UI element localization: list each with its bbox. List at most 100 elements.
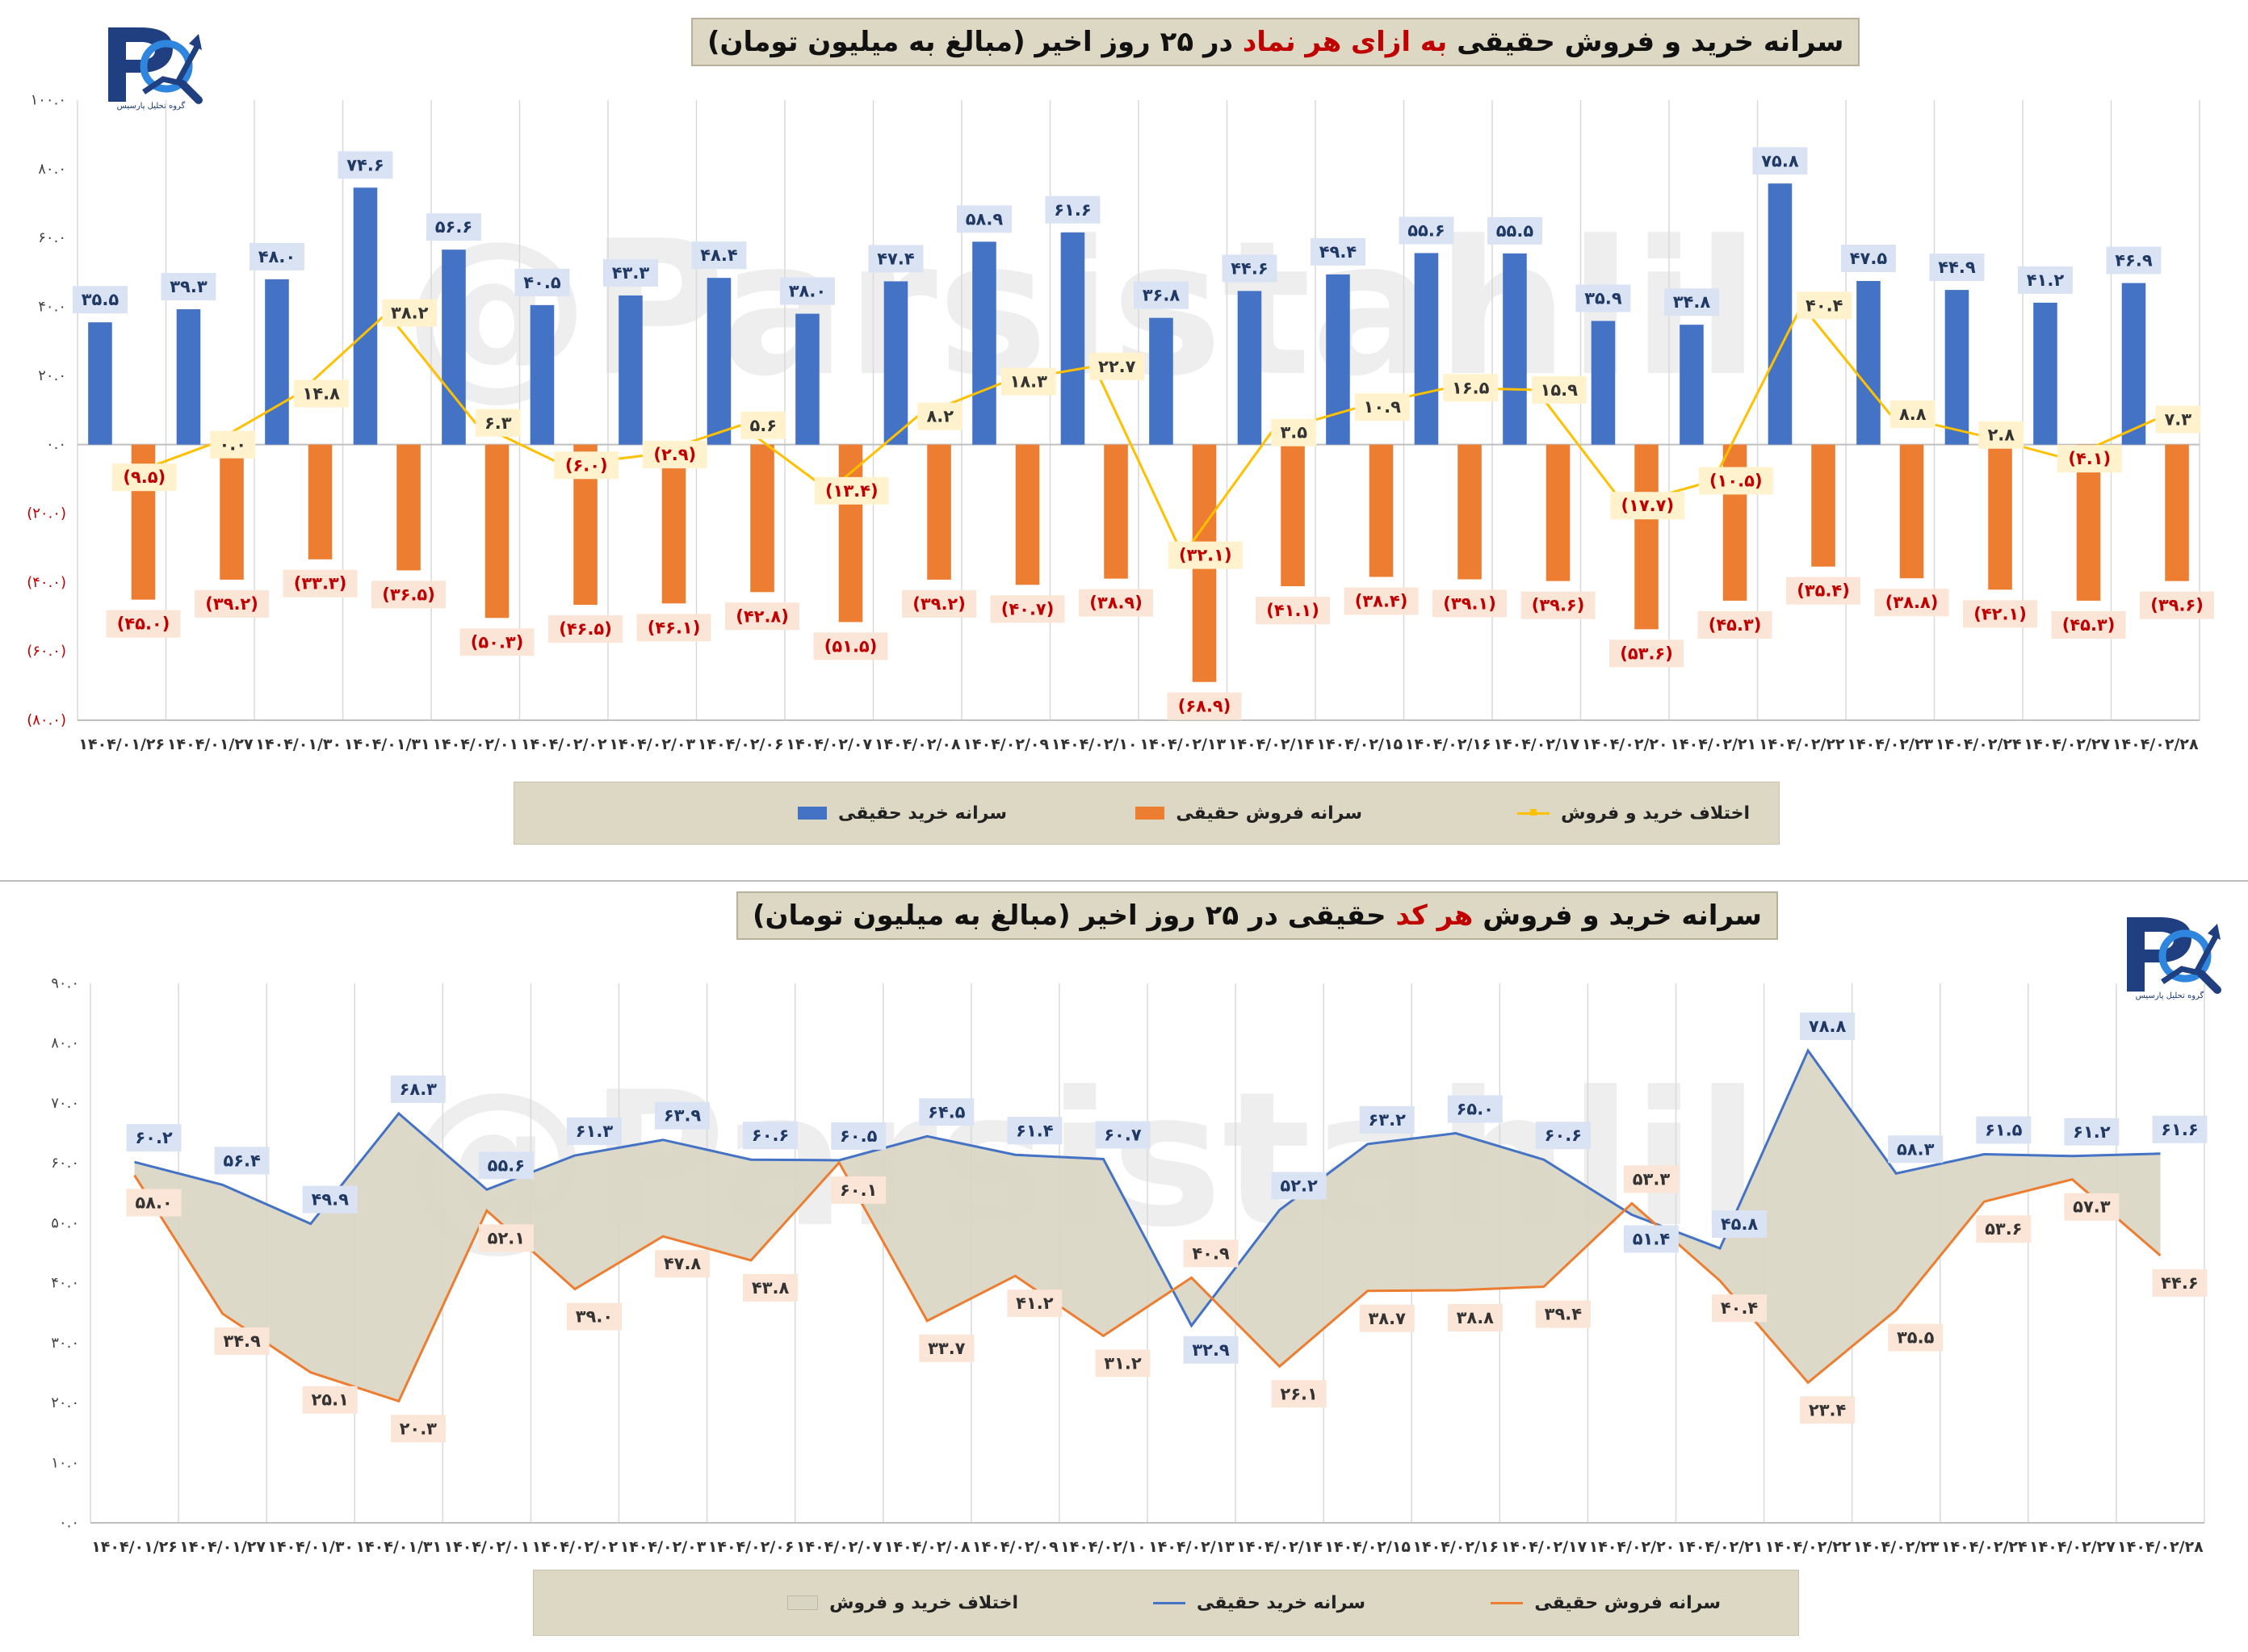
diff-data-label: ۳.۵ <box>1280 423 1307 442</box>
x-tick-label: ۱۴۰۴/۰۲/۰۸ <box>884 1538 971 1556</box>
x-tick-label: ۱۴۰۴/۰۲/۱۶ <box>1405 736 1491 753</box>
buy-data-label: ۴۸.۴ <box>700 245 738 265</box>
buy-bar <box>1944 290 1969 445</box>
buy-data-label: ۴۵.۸ <box>1721 1214 1759 1234</box>
diff-data-label: ۳۸.۲ <box>391 304 429 323</box>
sell-data-label-bg <box>195 589 270 618</box>
sell-data-label-bg <box>1183 1239 1239 1268</box>
sell-data-label-bg <box>655 1250 711 1278</box>
diff-data-label: (۱۳.۴) <box>825 481 879 501</box>
buy-bar <box>1237 291 1262 445</box>
legend-item-sell: سرانه فروش حقیقی <box>1055 782 1362 844</box>
sell-data-label: ۳۱.۲ <box>1104 1353 1142 1373</box>
top-chart-plot: ۱۰۰.۰ ۸۰.۰ ۶۰.۰ ۴۰.۰ ۲۰.۰ ۰.۰ (۲۰.۰) (۴۰.۰) (۶۰.… <box>27 92 2215 753</box>
buy-data-label-bg <box>390 1075 446 1104</box>
buy-bar <box>353 187 378 445</box>
sell-data-label-bg <box>743 1273 799 1302</box>
diff-data-label-bg <box>1889 400 1936 429</box>
buy-data-label-bg <box>1222 254 1277 283</box>
y-tick-label: ۳۰.۰ <box>51 1335 79 1352</box>
x-tick-label: ۱۴۰۴/۰۲/۱۴ <box>1236 1538 1323 1556</box>
diff-data-label: ۱۵.۹ <box>1541 380 1579 400</box>
x-tick-label: ۱۴۰۴/۰۲/۱۳ <box>1148 1538 1235 1556</box>
buy-data-label: ۶۰.۵ <box>840 1126 878 1146</box>
sell-bar <box>484 444 510 618</box>
y-tick-label: ۶۰.۰ <box>51 1155 79 1172</box>
buy-data-label: ۴۴.۶ <box>1231 258 1268 278</box>
x-tick-label: ۱۴۰۴/۰۲/۲۸ <box>2112 736 2199 753</box>
diff-data-label: ۵.۶ <box>749 416 777 435</box>
diff-data-label-bg <box>814 476 889 505</box>
title-highlight: هر کد <box>1395 899 1474 932</box>
diff-data-label-bg <box>917 402 963 430</box>
sell-data-label: ۳۹.۴ <box>1545 1305 1583 1324</box>
sell-data-label: ۲۶.۱ <box>1280 1384 1317 1403</box>
sell-bar <box>927 444 951 580</box>
diff-data-label-bg <box>1978 421 2024 449</box>
buy-data-label: ۷۴.۶ <box>346 155 384 174</box>
diff-data-label: ۱۶.۵ <box>1452 378 1490 397</box>
sell-data-label: ۲۵.۱ <box>311 1390 348 1410</box>
diff-data-label: (۱۰.۵) <box>1709 471 1763 490</box>
x-tick-label: ۱۴۰۴/۰۲/۰۳ <box>620 1538 707 1556</box>
buy-data-label-bg <box>1976 1116 2032 1144</box>
x-tick-label: ۱۴۰۴/۰۲/۲۲ <box>1759 736 1845 753</box>
buy-data-label-bg <box>1183 1335 1239 1364</box>
x-tick-label: ۱۴۰۴/۰۲/۲۳ <box>1853 1538 1940 1556</box>
y-tick-label: ۴۰.۰ <box>38 299 66 316</box>
diff-data-label-bg <box>1610 492 1685 520</box>
buy-data-label-bg <box>1535 1122 1591 1150</box>
legend-label: سرانه فروش حقیقی <box>1534 1592 1721 1613</box>
sell-data-label-bg <box>1271 1380 1327 1408</box>
sell-data-label: (۳۹.۶) <box>1532 596 1585 615</box>
buy-data-label-bg <box>1271 1172 1327 1200</box>
sell-data-label-bg <box>2152 1268 2208 1297</box>
buy-data-label: ۶۴.۵ <box>928 1102 966 1122</box>
sell-data-label-bg <box>548 615 623 644</box>
buy-bar <box>619 295 643 445</box>
y-tick-label: ۱۰.۰ <box>51 1454 79 1471</box>
x-tick-label: ۱۴۰۴/۰۲/۰۳ <box>609 736 695 753</box>
sell-bar <box>750 444 774 593</box>
diff-data-label: (۲.۹) <box>653 445 696 464</box>
diff-data-label-bg <box>740 411 786 439</box>
legend-item-area: اختلاف خرید و فروش <box>679 1570 1018 1635</box>
pc-chart-logo-icon <box>2127 917 2221 994</box>
buy-data-label-bg <box>831 1122 887 1150</box>
buy-bar <box>1149 317 1173 445</box>
x-tick-label: ۱۴۰۴/۰۲/۱۰ <box>1060 1538 1147 1556</box>
x-tick-label: ۱۴۰۴/۰۲/۰۷ <box>796 1538 883 1556</box>
legend-label: اختلاف خرید و فروش <box>1561 803 1750 824</box>
x-tick-label: ۱۴۰۴/۰۲/۲۸ <box>2117 1538 2204 1556</box>
legend-label: اختلاف خرید و فروش <box>829 1592 1018 1613</box>
title-highlight: به ازای هر نماد <box>1242 26 1448 58</box>
buy-data-label-bg <box>1359 1105 1415 1134</box>
logo-text: گروه تحلیل پارسیس <box>2135 992 2204 1000</box>
diff-data-label: ۰.۰ <box>219 435 246 455</box>
sell-data-label: ۳۸.۷ <box>1368 1309 1406 1328</box>
buy-bar <box>1326 274 1350 445</box>
buy-data-label: ۴۱.۲ <box>2027 270 2065 290</box>
buy-data-label-bg <box>1575 284 1631 312</box>
legend-swatch <box>787 1595 819 1610</box>
buy-data-label: ۶۱.۳ <box>576 1122 614 1141</box>
chart-title-top: سرانه خرید و فروش حقیقی به ازای هر نماد … <box>691 18 1860 66</box>
sell-data-label-bg <box>1609 639 1684 668</box>
x-tick-label: ۱۴۰۴/۰۲/۱۰ <box>1051 736 1138 753</box>
legend-swatch <box>1152 1601 1185 1604</box>
sell-data-label-bg <box>636 614 711 642</box>
y-tick-label: ۲۰.۰ <box>38 367 66 384</box>
sell-data-label-bg <box>566 1302 622 1331</box>
sell-bar <box>396 444 421 571</box>
buy-data-label: ۳۹.۳ <box>170 277 208 296</box>
sell-data-label: (۳۸.۹) <box>1089 593 1143 613</box>
buy-bar <box>1060 232 1085 445</box>
sell-data-label-bg <box>2051 610 2126 639</box>
buy-data-label-bg <box>1447 1095 1503 1123</box>
sell-data-label: ۵۳.۳ <box>1633 1169 1671 1189</box>
sell-data-label: (۴۶.۵) <box>559 619 612 639</box>
x-tick-label: ۱۴۰۴/۰۲/۲۰ <box>1589 1538 1676 1556</box>
buy-bar <box>1414 253 1439 445</box>
diff-data-label-bg <box>1797 291 1852 320</box>
bottom-chart-panel: @Parsistahlil سرانه خرید و فروش هر کد حق… <box>0 883 2248 1652</box>
